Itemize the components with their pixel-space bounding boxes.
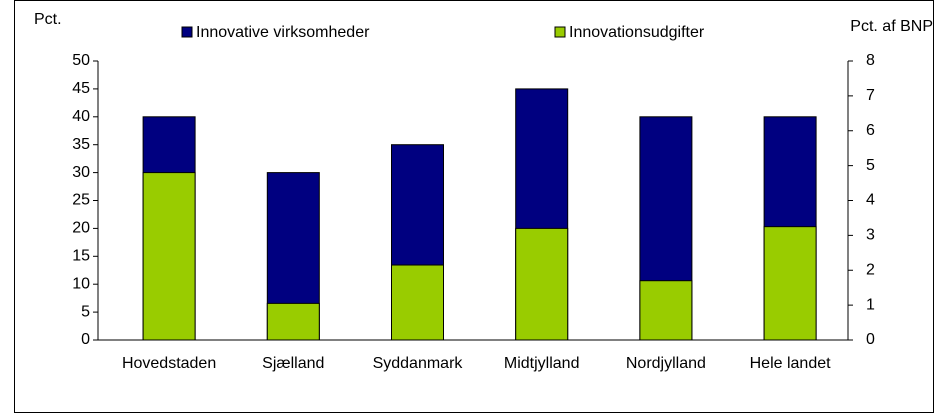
y-tick-label: 15 <box>72 248 90 265</box>
y2-tick-label: 7 <box>866 87 875 104</box>
y2-tick-label: 0 <box>866 331 875 348</box>
bar <box>515 227 569 341</box>
bar <box>142 172 196 341</box>
y-tick-label: 35 <box>72 136 90 153</box>
x-tick-label: Midtjylland <box>504 355 580 372</box>
y-tick-label: 0 <box>81 331 90 348</box>
y-tick-label: 25 <box>72 192 90 209</box>
x-tick-label: Sjælland <box>262 355 324 372</box>
x-tick-label: Syddanmark <box>373 355 464 372</box>
y-tick-label: 20 <box>72 220 90 237</box>
legend-label: Innovative virksomheder <box>196 24 370 41</box>
y2-tick-label: 6 <box>866 122 875 139</box>
legend-swatch <box>554 26 566 38</box>
y-tick-label: 50 <box>72 52 90 69</box>
bar <box>639 280 693 341</box>
bar <box>763 226 817 341</box>
y2-tick-label: 4 <box>866 192 875 209</box>
y2-axis-label: Pct. af BNP <box>850 18 933 35</box>
x-tick-label: Hele landet <box>750 355 832 372</box>
y-tick-label: 40 <box>72 108 90 125</box>
y2-tick-label: 3 <box>866 227 875 244</box>
bar <box>266 302 320 341</box>
y2-tick-label: 1 <box>866 296 875 313</box>
legend-label: Innovationsudgifter <box>569 24 705 41</box>
legend-swatch <box>181 26 193 38</box>
y-tick-label: 10 <box>72 275 90 292</box>
y2-tick-label: 8 <box>866 52 875 69</box>
y2-tick-label: 2 <box>866 261 875 278</box>
y2-tick-label: 5 <box>866 157 875 174</box>
bar <box>391 264 444 341</box>
y-tick-label: 45 <box>72 80 90 97</box>
y-axis-label: Pct. <box>34 11 62 28</box>
y-tick-label: 5 <box>81 303 90 320</box>
x-tick-label: Nordjylland <box>626 355 706 372</box>
x-tick-label: Hovedstaden <box>122 355 216 372</box>
y-tick-label: 30 <box>72 164 90 181</box>
